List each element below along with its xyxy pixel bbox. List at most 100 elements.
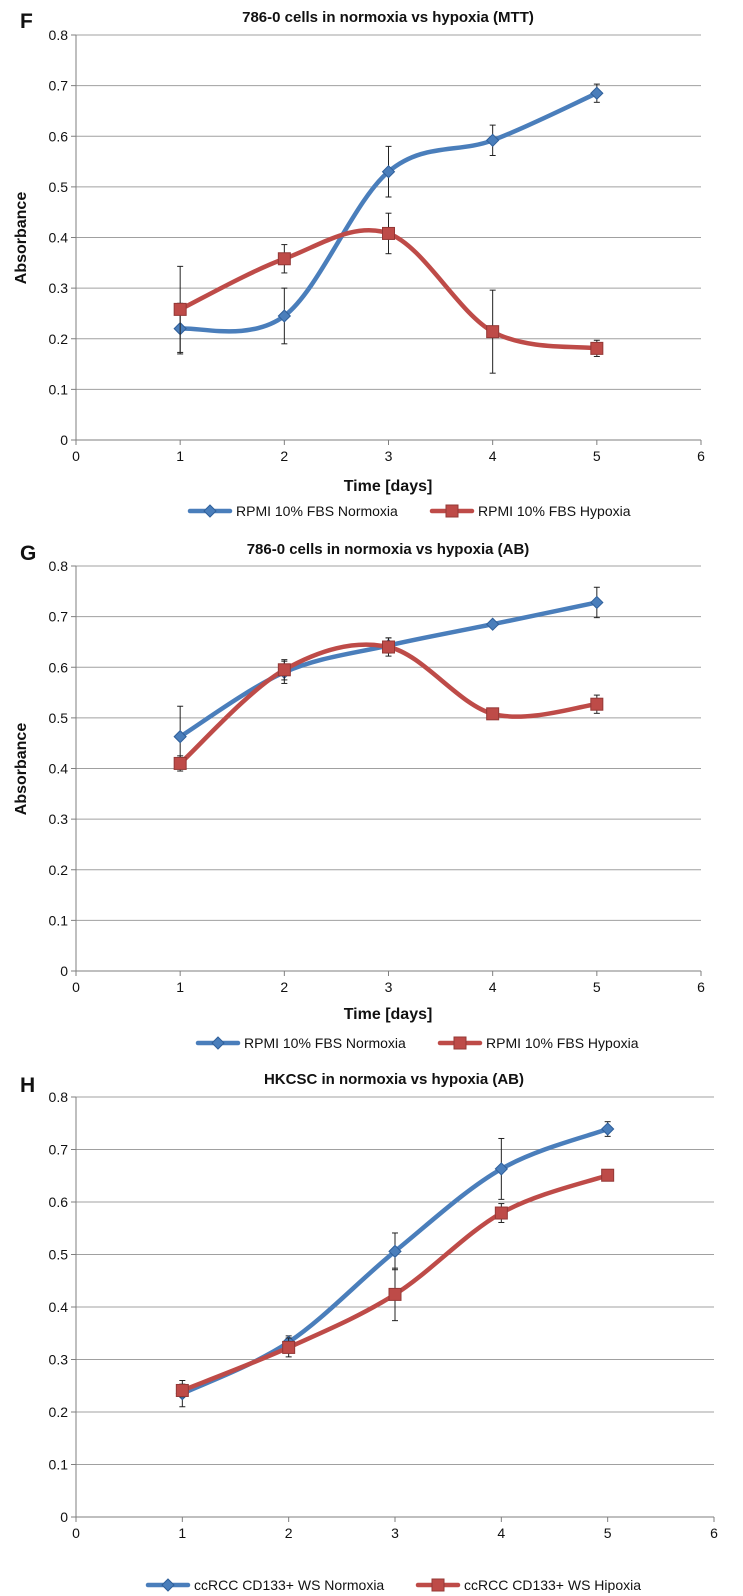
- data-point-diamond: [388, 1244, 402, 1259]
- legend-marker: [203, 504, 217, 518]
- legend: RPMI 10% FBS Normoxia RPMI 10% FBS Hypox…: [187, 503, 631, 519]
- chart-panel-g: G 786-0 cells in normoxia vs hypoxia (AB…: [13, 541, 705, 1051]
- y-tick-label: 0.4: [49, 230, 69, 246]
- legend-swatch-hypoxia: [437, 1036, 483, 1050]
- y-tick-label: 0.3: [49, 280, 69, 296]
- y-tick-label: 0.8: [49, 558, 69, 574]
- y-axis-label: Absorbance: [13, 723, 30, 816]
- gridlines: [76, 1096, 714, 1465]
- x-tick-label: 4: [497, 1525, 505, 1541]
- legend-marker: [453, 1036, 467, 1050]
- x-tick-label: 0: [72, 979, 80, 995]
- y-tick-labels: 0 0.1 0.2 0.3 0.4 0.5 0.6 0.7 0.8: [49, 27, 69, 448]
- data-point-diamond: [277, 309, 292, 323]
- data-point-square: [494, 1206, 508, 1220]
- series-line: [177, 642, 600, 766]
- chart-panel-f: F 786-0 cells in normoxia vs hypoxia (MT…: [13, 9, 705, 519]
- legend-item-hypoxia: RPMI 10% FBS Hypoxia: [429, 503, 631, 519]
- legend-swatch-normoxia: [145, 1578, 191, 1592]
- panel-letter: G: [20, 542, 36, 565]
- data-point-diamond: [485, 617, 500, 631]
- y-tick-label: 0.1: [49, 1457, 69, 1473]
- x-tick-label: 1: [178, 1525, 186, 1541]
- x-tick-label: 5: [604, 1525, 612, 1541]
- legend-marker: [161, 1578, 175, 1592]
- y-tick-label: 0.7: [49, 1142, 69, 1158]
- y-tick-label: 0.1: [49, 381, 69, 397]
- x-tick-label: 3: [391, 1525, 399, 1541]
- chart-title: 786-0 cells in normoxia vs hypoxia (MTT): [242, 9, 534, 26]
- data-point-diamond: [590, 86, 604, 100]
- legend-label: RPMI 10% FBS Normoxia: [236, 503, 398, 519]
- y-tick-label: 0.1: [49, 912, 69, 928]
- y-axis-label: Absorbance: [13, 192, 30, 285]
- legend-swatch-hypoxia: [415, 1578, 461, 1592]
- data-point-square: [486, 707, 500, 721]
- x-tick-label: 2: [280, 979, 288, 995]
- x-tick-label: 5: [593, 979, 601, 995]
- data-point-square: [601, 1168, 615, 1182]
- y-tick-label: 0.2: [49, 1404, 69, 1420]
- x-tick-label: 4: [489, 979, 497, 995]
- data-point-square: [486, 325, 500, 339]
- x-axis-label: Time [days]: [344, 478, 433, 495]
- legend-item-hypoxia: ccRCC CD133+ WS Hipoxia: [415, 1577, 641, 1593]
- data-point-square: [277, 663, 291, 677]
- legend-label: RPMI 10% FBS Hypoxia: [478, 503, 631, 519]
- y-tick-label: 0.4: [49, 1299, 69, 1315]
- y-tick-labels: 0 0.1 0.2 0.3 0.4 0.5 0.6 0.7 0.8: [49, 558, 69, 979]
- y-tick-label: 0.6: [49, 659, 69, 675]
- y-tick-label: 0.2: [49, 331, 69, 347]
- data-point-square: [282, 1340, 296, 1354]
- data-point-diamond: [600, 1122, 615, 1136]
- legend-item-normoxia: ccRCC CD133+ WS Normoxia: [145, 1577, 384, 1593]
- legend-marker: [445, 504, 459, 518]
- legend-item-normoxia: RPMI 10% FBS Normoxia: [195, 1035, 406, 1051]
- panel-letter: H: [20, 1074, 35, 1097]
- y-tick-label: 0.7: [49, 78, 69, 94]
- y-tick-label: 0.6: [49, 1194, 69, 1210]
- legend-label: RPMI 10% FBS Normoxia: [244, 1035, 406, 1051]
- y-tick-label: 0.2: [49, 862, 69, 878]
- legend-label: ccRCC CD133+ WS Hipoxia: [464, 1577, 641, 1593]
- x-tick-label: 3: [385, 448, 393, 464]
- gridlines: [76, 34, 701, 390]
- data-point-square: [173, 756, 187, 770]
- y-tick-label: 0.8: [49, 27, 69, 43]
- gridlines: [76, 565, 701, 921]
- legend-item-normoxia: RPMI 10% FBS Normoxia: [187, 503, 398, 519]
- y-tick-label: 0.3: [49, 811, 69, 827]
- data-point-diamond: [590, 595, 604, 610]
- legend-swatch-hypoxia: [429, 504, 475, 518]
- y-tick-label: 0.6: [49, 128, 69, 144]
- y-tick-label: 0.8: [49, 1089, 69, 1105]
- data-point-diamond: [381, 164, 396, 179]
- x-tick-label: 6: [710, 1525, 718, 1541]
- chart-title: 786-0 cells in normoxia vs hypoxia (AB): [247, 541, 530, 558]
- x-tick-labels: 0 1 2 3 4 5 6: [72, 979, 705, 995]
- x-tick-label: 6: [697, 979, 705, 995]
- y-tick-label: 0.7: [49, 609, 69, 625]
- x-tick-label: 0: [72, 448, 80, 464]
- data-point-square: [382, 640, 395, 654]
- legend-swatch-normoxia: [187, 504, 233, 518]
- data-point-square: [277, 252, 291, 266]
- plot-area: [175, 1121, 615, 1408]
- x-tick-label: 2: [280, 448, 288, 464]
- axes: [71, 1096, 715, 1522]
- x-tick-labels: 0 1 2 3 4 5 6: [72, 1525, 718, 1541]
- y-tick-label: 0.5: [49, 1247, 69, 1263]
- data-point-square: [590, 697, 604, 711]
- data-point-square: [382, 226, 395, 240]
- legend-label: ccRCC CD133+ WS Normoxia: [194, 1577, 384, 1593]
- x-axis-label: Time [days]: [344, 1006, 433, 1023]
- y-tick-label: 0: [60, 1509, 68, 1525]
- x-tick-label: 3: [385, 979, 393, 995]
- data-point-square: [175, 1383, 189, 1397]
- x-tick-label: 2: [285, 1525, 293, 1541]
- data-point-diamond: [494, 1162, 509, 1176]
- x-tick-label: 0: [72, 1525, 80, 1541]
- legend: ccRCC CD133+ WS Normoxia ccRCC CD133+ WS…: [145, 1577, 641, 1593]
- data-point-square: [388, 1287, 402, 1301]
- chart-panel-h: H HKCSC in normoxia vs hypoxia (AB) 0 0.1…: [20, 1071, 718, 1593]
